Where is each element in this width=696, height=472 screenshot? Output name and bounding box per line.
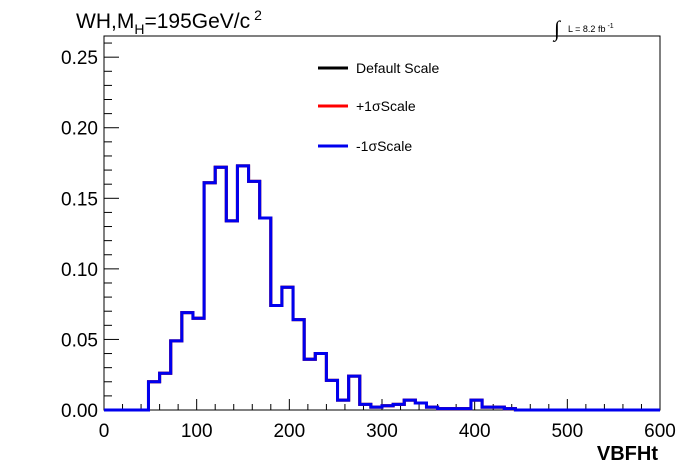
legend-label: +1σScale xyxy=(356,98,416,114)
plot-frame xyxy=(103,35,661,411)
x-tick-label: 0 xyxy=(99,421,110,442)
legend: Default Scale +1σScale -1σScale xyxy=(318,60,439,154)
x-axis: 0 100 200 300 400 500 600 xyxy=(99,399,676,442)
x-tick-label: 500 xyxy=(551,421,583,442)
y-tick-label: 0.15 xyxy=(61,189,98,210)
x-tick-label: 400 xyxy=(459,421,491,442)
y-tick-label: 0.20 xyxy=(61,119,98,140)
x-axis-title: VBFHt xyxy=(597,443,658,465)
lumi-label: L = 8.2 fb -1 xyxy=(568,23,614,34)
x-tick-label: 300 xyxy=(366,421,398,442)
legend-label: Default Scale xyxy=(356,60,439,76)
x-tick-label: 200 xyxy=(273,421,305,442)
series-line-1 xyxy=(104,164,660,412)
y-tick-label: 0.10 xyxy=(61,260,98,281)
x-tick-label: 100 xyxy=(181,421,213,442)
series-line-3 xyxy=(104,164,660,412)
series-layer xyxy=(104,164,660,412)
lumi-integral-symbol: ∫ xyxy=(552,16,562,42)
y-tick-label: 0.05 xyxy=(61,330,98,351)
series-line-2 xyxy=(104,164,660,412)
y-axis: 0.00 0.05 0.10 0.15 0.20 0.25 xyxy=(61,42,119,422)
y-tick-label: 0.00 xyxy=(61,401,98,422)
chart-title: WH,MH=195GeV/c 2 xyxy=(76,7,262,37)
y-tick-label: 0.25 xyxy=(61,48,98,69)
legend-label: -1σScale xyxy=(356,138,412,154)
x-tick-label: 600 xyxy=(644,421,676,442)
